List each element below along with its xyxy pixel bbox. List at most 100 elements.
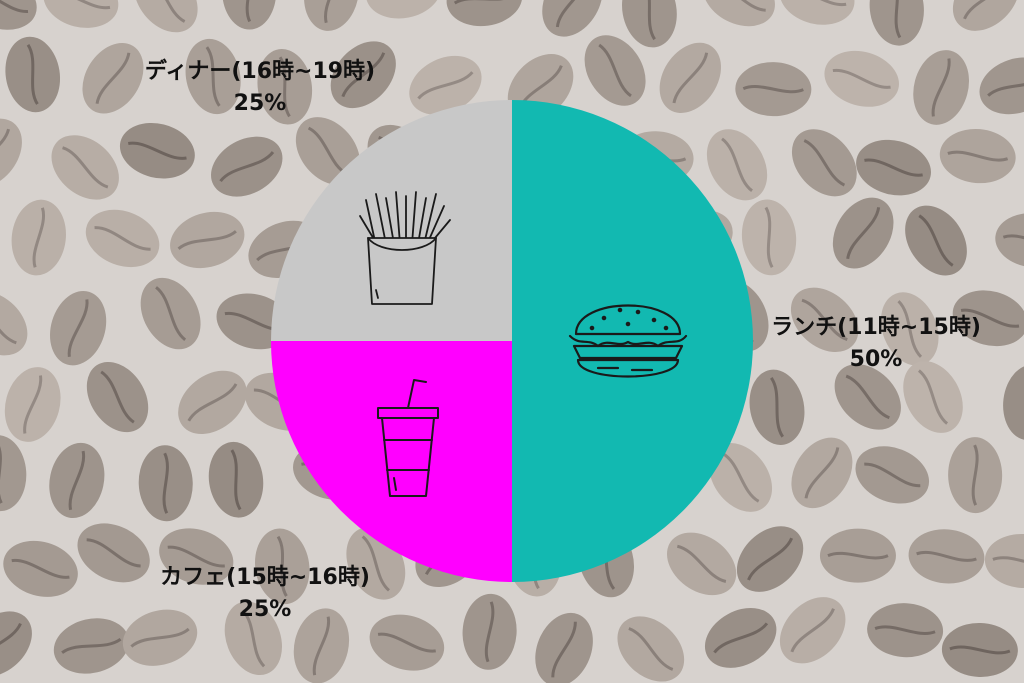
coffee-bean (0, 118, 22, 188)
coffee-bean (855, 446, 930, 504)
coffee-bean (53, 618, 129, 674)
coffee-bean (903, 361, 963, 433)
coffee-bean (984, 533, 1024, 589)
coffee-bean (43, 0, 119, 28)
coffee-bean (257, 48, 313, 125)
coffee-bean (51, 135, 119, 200)
coffee-bean (85, 209, 160, 268)
cafe-slice-name: カフェ(15時~16時) (160, 565, 370, 590)
coffee-bean (49, 442, 105, 519)
coffee-bean (0, 435, 27, 512)
coffee-bean (446, 0, 523, 27)
coffee-bean (779, 597, 846, 664)
coffee-bean (4, 367, 61, 442)
coffee-bean (779, 0, 855, 25)
coffee-bean (542, 0, 603, 37)
coffee-bean (735, 62, 812, 117)
coffee-bean (736, 526, 804, 592)
coffee-bean (0, 611, 32, 677)
lunch-slice-percent: 50% (849, 347, 903, 372)
cafe-slice-percent: 25% (238, 597, 292, 622)
cafe-slice (271, 341, 512, 582)
coffee-bean (330, 41, 396, 109)
dinner-slice-name: ディナー(16時~19時) (144, 59, 376, 84)
pie-slices (271, 100, 753, 582)
lunch-slice-name: ランチ(11時~15時) (771, 315, 981, 340)
coffee-bean (834, 364, 901, 430)
coffee-bean (133, 0, 198, 33)
coffee-bean (880, 292, 939, 366)
french-fries-icon (359, 191, 451, 305)
coffee-bean (1003, 364, 1024, 441)
coffee-bean (617, 616, 685, 682)
coffee-bean (832, 197, 894, 269)
coffee-bean (741, 199, 797, 276)
coffee-bean (185, 38, 241, 115)
coffee-bean (86, 361, 149, 433)
coffee-bean (224, 601, 282, 676)
coffee-bean (704, 607, 777, 668)
coffee-bean (908, 529, 985, 584)
coffee-bean (77, 523, 150, 583)
coffee-bean (11, 199, 66, 276)
coffee-bean (49, 290, 107, 366)
coffee-bean (791, 129, 857, 197)
coffee-bean (856, 139, 931, 196)
coffee-bean (905, 205, 967, 276)
coffee-bean (819, 528, 896, 583)
coffee-bean (706, 129, 768, 201)
coffee-bean (5, 36, 61, 113)
drink-cup-icon (377, 379, 439, 497)
coffee-bean (222, 0, 277, 30)
coffee-bean (622, 0, 677, 48)
coffee-bean (140, 277, 201, 350)
coffee-bean (824, 50, 899, 107)
coffee-bean (462, 593, 517, 670)
coffee-bean (749, 369, 805, 445)
coffee-bean (913, 50, 969, 125)
coffee-bean (790, 287, 859, 353)
coffee-bean (0, 290, 28, 356)
coffee-bean (138, 445, 193, 522)
coffee-bean (939, 128, 1016, 184)
coffee-bean (941, 622, 1018, 677)
cafe-slice-label: カフェ(15時~16時) 25% (130, 562, 400, 626)
coffee-bean (254, 528, 310, 605)
coffee-bean (667, 532, 737, 596)
coffee-bean (535, 612, 593, 683)
coffee-bean (584, 35, 646, 106)
dinner-slice-percent: 25% (233, 91, 287, 116)
hamburger-icon (568, 304, 688, 378)
coffee-bean (952, 290, 1024, 347)
coffee-bean (159, 528, 234, 585)
coffee-bean (709, 442, 773, 512)
coffee-bean (122, 609, 198, 666)
coffee-bean (170, 211, 245, 269)
coffee-bean (365, 0, 442, 19)
lunch-slice (512, 100, 753, 582)
coffee-bean (178, 370, 247, 435)
coffee-bean (995, 213, 1024, 268)
coffee-bean (3, 540, 78, 597)
lunch-slice-label: ランチ(11時~15時) 50% (746, 312, 1006, 376)
dinner-slice-label: ディナー(16時~19時) 25% (120, 56, 400, 120)
coffee-bean (369, 614, 445, 671)
coffee-bean (948, 437, 1003, 514)
coffee-bean (304, 0, 359, 31)
coffee-bean (119, 122, 195, 179)
coffee-bean (867, 603, 944, 658)
coffee-bean (211, 136, 283, 197)
coffee-bean (979, 57, 1024, 115)
coffee-bean (293, 608, 350, 683)
coffee-bean (952, 0, 1020, 31)
coffee-bean (0, 0, 37, 30)
coffee-bean (869, 0, 924, 46)
coffee-bean (791, 437, 853, 509)
coffee-bean (702, 0, 775, 27)
coffee-bean (208, 441, 264, 518)
coffee-bean (409, 55, 482, 115)
coffee-bean (659, 42, 721, 113)
dinner-slice (271, 100, 512, 341)
coffee-bean (82, 42, 144, 114)
